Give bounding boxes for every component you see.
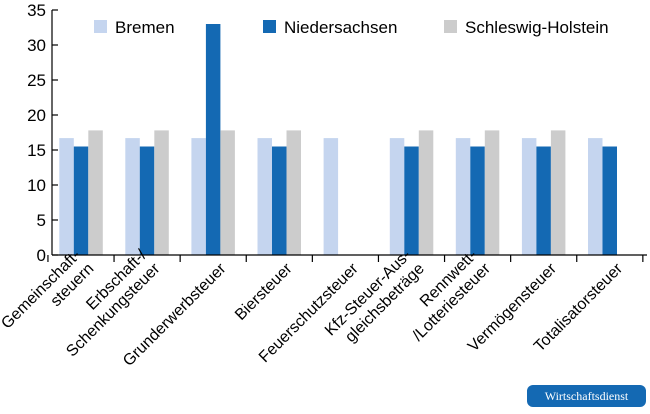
legend-swatch — [263, 20, 276, 33]
legend: Bremen Niedersachsen Schleswig-Holstein — [94, 18, 609, 37]
y-tick-label: 25 — [27, 71, 46, 90]
bar-niedersachsen-1 — [139, 146, 155, 255]
bar-schleswig-holstein-3 — [286, 130, 301, 255]
x-tick-label: Biersteuer — [232, 260, 296, 324]
legend-swatch — [444, 20, 457, 33]
bar-niedersachsen-8 — [602, 146, 617, 255]
y-axis: 0 5 10 15 20 25 30 35 — [27, 1, 647, 265]
legend-label: Schleswig-Holstein — [465, 18, 609, 37]
legend-swatch — [94, 20, 107, 33]
bars-layer — [59, 24, 617, 255]
y-tick-label: 35 — [27, 1, 46, 20]
y-tick-label: 30 — [27, 36, 46, 55]
bar-niedersachsen-6 — [470, 146, 485, 255]
bar-bremen-5 — [389, 138, 405, 255]
x-tick-label: Kfz-Steuer-Aus-gleichsbeträge — [322, 247, 428, 353]
bar-bremen-6 — [455, 138, 471, 255]
bar-bremen-0 — [59, 138, 74, 255]
bar-niedersachsen-3 — [272, 146, 287, 255]
bar-bremen-8 — [588, 138, 603, 255]
bar-niedersachsen-5 — [404, 146, 419, 255]
bar-niedersachsen-0 — [73, 146, 89, 255]
legend-label: Bremen — [115, 18, 175, 37]
bar-schleswig-holstein-7 — [550, 130, 566, 255]
bar-bremen-2 — [191, 138, 206, 255]
y-tick-label: 5 — [37, 211, 46, 230]
y-tick-label: 15 — [27, 141, 46, 160]
bar-niedersachsen-7 — [536, 146, 551, 255]
bar-schleswig-holstein-2 — [220, 130, 235, 255]
bar-schleswig-holstein-5 — [418, 130, 434, 255]
bar-bremen-7 — [521, 138, 537, 255]
bar-bremen-4 — [323, 138, 339, 255]
y-tick-label: 10 — [27, 176, 46, 195]
x-axis-labels: Gemeinschaft-steuernErbschaft-/Schenkung… — [0, 246, 627, 369]
bar-schleswig-holstein-0 — [88, 130, 103, 255]
bar-bremen-1 — [125, 138, 140, 255]
y-tick-label: 20 — [27, 106, 46, 125]
y-tick-label: 0 — [37, 246, 46, 265]
bar-schleswig-holstein-6 — [484, 130, 500, 255]
source-badge: Wirtschaftsdienst — [527, 385, 646, 407]
bar-bremen-3 — [257, 138, 272, 255]
bar-niedersachsen-2 — [205, 24, 221, 255]
bar-schleswig-holstein-1 — [154, 130, 169, 255]
legend-label: Niedersachsen — [284, 18, 397, 37]
